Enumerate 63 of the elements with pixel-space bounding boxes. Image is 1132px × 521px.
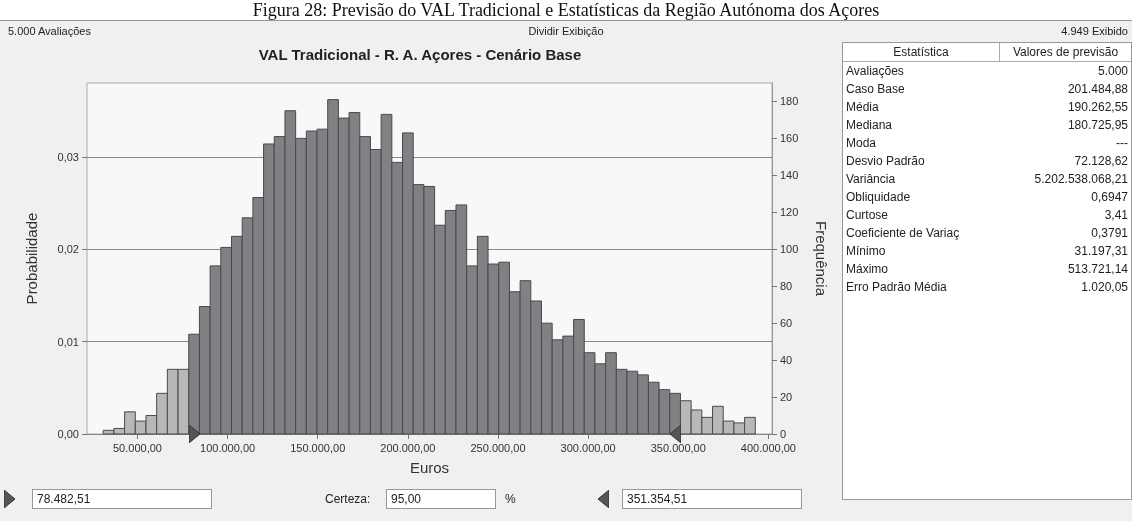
text: 95,00 [386, 489, 496, 509]
category-label: Mínimo [845, 243, 887, 260]
y2-tick-label: 40 [780, 354, 793, 367]
category-label: Moda [845, 135, 878, 152]
y-tick-label: 0,03 [57, 150, 79, 163]
y2-tick-label: 20 [780, 391, 793, 404]
category-label: Média [845, 99, 880, 116]
text: 513.721,14 [1067, 262, 1128, 276]
x-tick-label: 400.000,00 [740, 441, 796, 454]
text: 3,41 [1104, 208, 1128, 222]
text: 31.197,31 [1074, 244, 1128, 258]
category-label: Avaliações [845, 63, 905, 80]
y2-tick-label: 120 [780, 206, 799, 219]
text: % [505, 492, 516, 506]
x-tick-label: 150.000,00 [290, 441, 346, 454]
text: 5.000 [1097, 64, 1128, 78]
category-label: Obliquidade [845, 189, 912, 206]
text: 78.482,51 [32, 489, 212, 509]
text: 5.000 Avaliações [8, 25, 91, 37]
x-tick-label: 50.000,00 [113, 441, 162, 454]
category-label: Variância [845, 171, 897, 188]
text: 0,6947 [1091, 190, 1128, 204]
y2-axis-title: Frequência [813, 220, 830, 297]
category-label: Erro Padrão Média [845, 279, 948, 296]
text: 190.262,55 [1067, 100, 1128, 114]
text: 4.949 Exibido [1061, 25, 1128, 37]
y2-tick-label: 100 [780, 243, 799, 256]
y2-tick-label: 140 [780, 169, 799, 182]
y2-tick-label: 0 [780, 428, 787, 440]
x-axis-title: Euros [409, 459, 450, 476]
text: 180.725,95 [1067, 118, 1128, 132]
chart-title: VAL Tradicional - R. A. Açores - Cenário Base [258, 46, 582, 63]
category-label: Curtose [845, 207, 890, 224]
text: 0,3791 [1091, 226, 1128, 240]
x-tick-label: 200.000,00 [380, 441, 436, 454]
x-tick-label: 300.000,00 [560, 441, 616, 454]
category-label: Mediana [845, 117, 894, 134]
text: Estatística [843, 43, 1000, 62]
x-tick-label: 100.000,00 [200, 441, 256, 454]
x-tick-label: 350.000,00 [650, 441, 706, 454]
y2-tick-label: 160 [780, 132, 799, 145]
x-tick-label: 250.000,00 [470, 441, 526, 454]
category-label: Máximo [845, 261, 889, 278]
category-label: Coeficiente de Variaç [845, 225, 961, 242]
text: Certeza: [325, 492, 371, 506]
y-tick-label: 0,02 [57, 243, 79, 256]
category-label: Caso Base [845, 81, 906, 98]
text: 351.354,51 [622, 489, 802, 509]
category-label: Desvio Padrão [845, 153, 926, 170]
y-tick-label: 0,00 [57, 428, 79, 440]
y2-tick-label: 60 [780, 317, 793, 330]
text: Dividir Exibição [528, 25, 604, 37]
y2-tick-label: 180 [780, 95, 799, 108]
y2-tick-label: 80 [780, 280, 793, 293]
text: 201.484,88 [1067, 82, 1128, 96]
text: 72.128,62 [1074, 154, 1128, 168]
text: Figura 28: Previsão do VAL Tradicional e Estatísticas da Região Autónoma dos Açores [251, 0, 881, 21]
y-axis-title: Probabilidade [23, 212, 40, 305]
text: 5.202.538.068,21 [1034, 172, 1128, 186]
text: 1.020,05 [1081, 280, 1128, 294]
y-tick-label: 0,01 [57, 335, 79, 348]
text: --- [1116, 136, 1128, 150]
text: Valores de previsão [999, 43, 1131, 62]
